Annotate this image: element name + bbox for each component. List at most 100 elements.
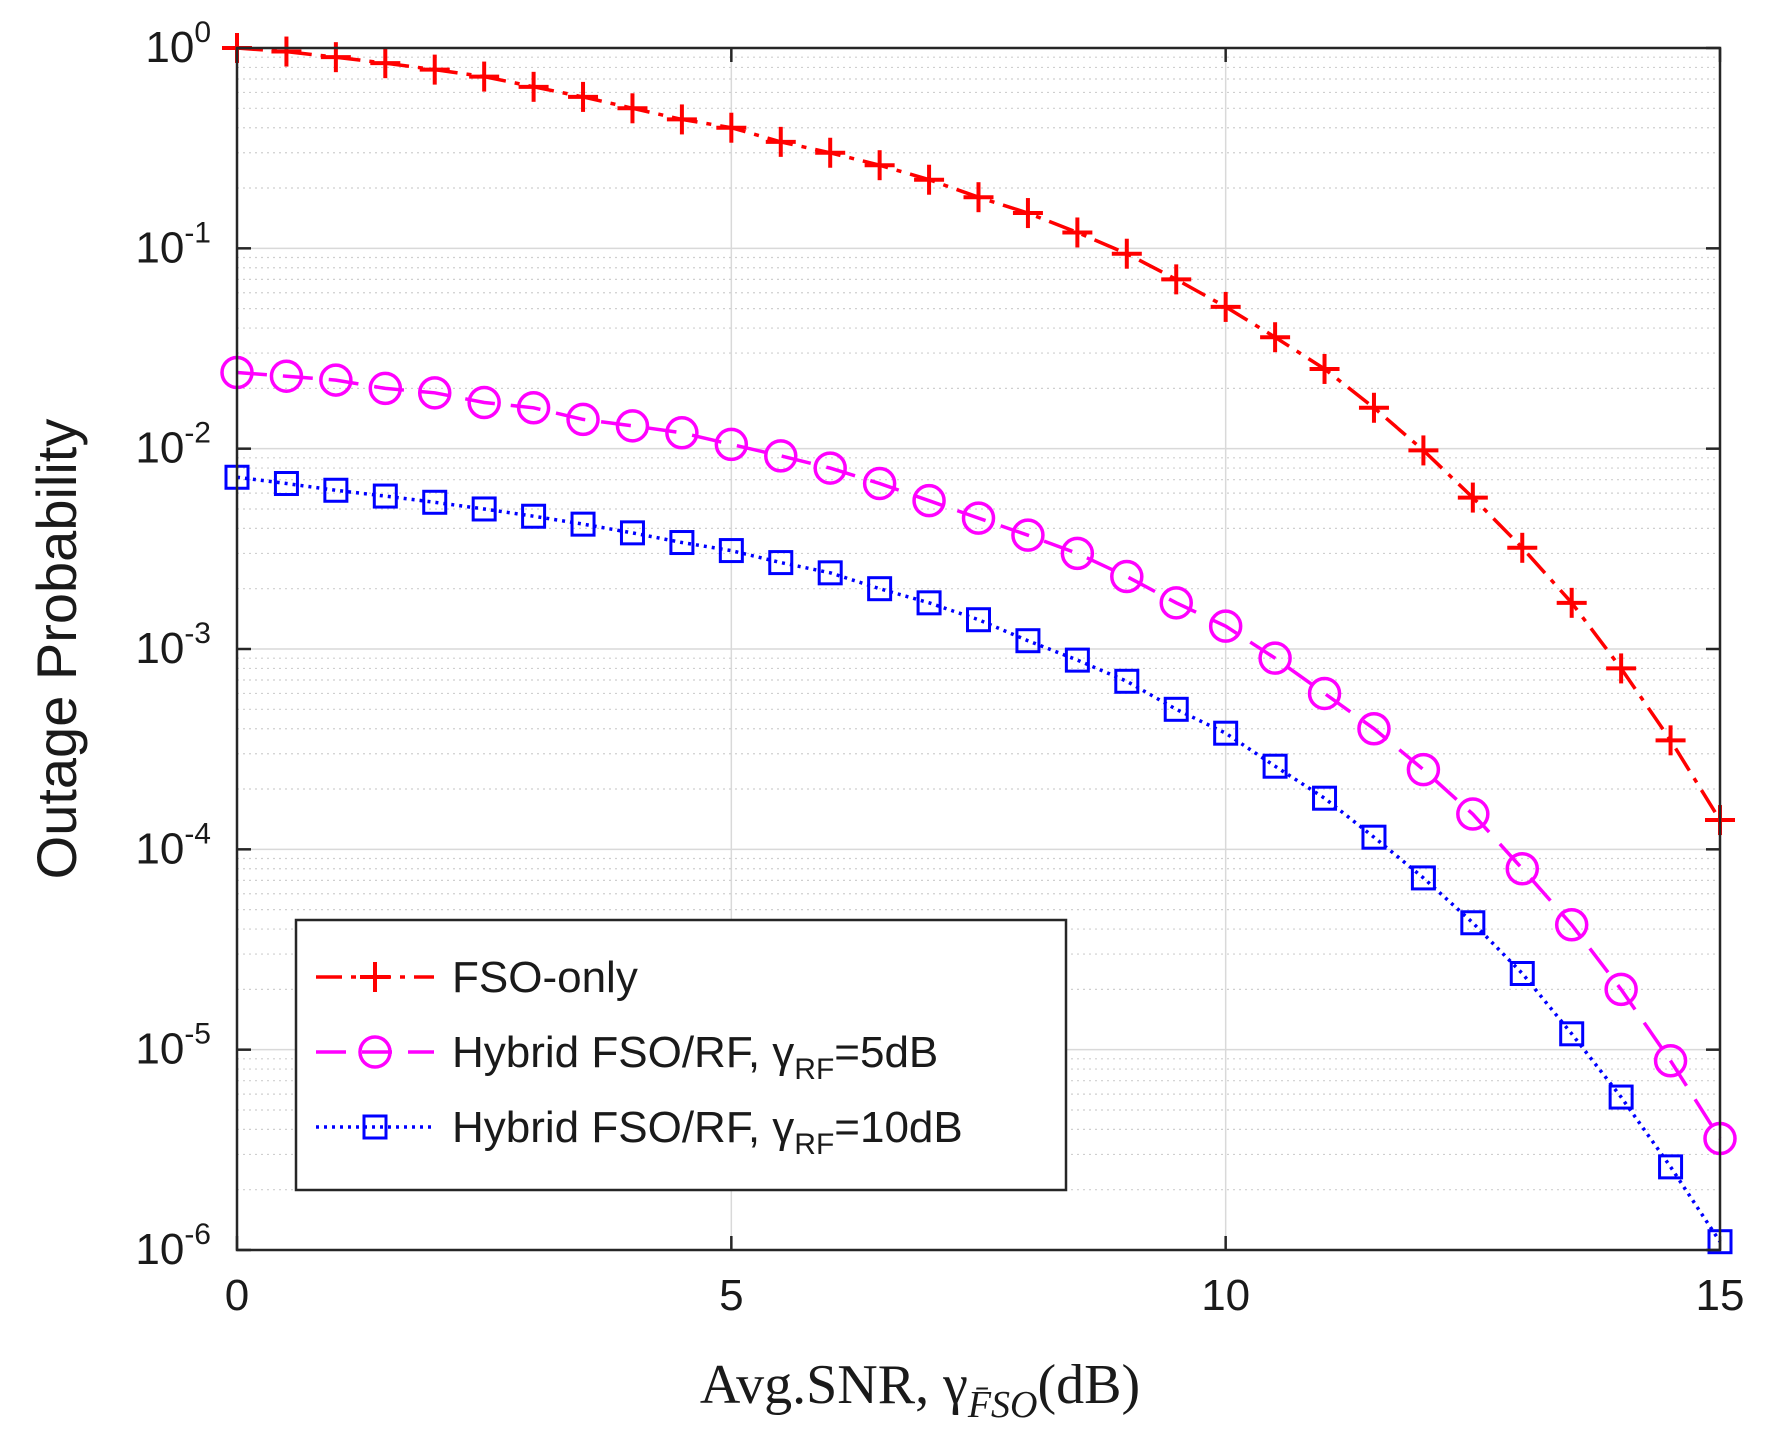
- data-point-s2-5: [471, 496, 497, 522]
- data-point-s1-27: [1554, 908, 1589, 942]
- data-point-s1-17: [1060, 536, 1095, 571]
- data-point-s1-24: [1406, 752, 1441, 787]
- data-point-s1-1: [269, 359, 304, 393]
- y-tick-label-5: 10-1: [135, 216, 211, 272]
- data-point-s0-25: [1457, 482, 1488, 513]
- y-tick-label-4: 10-2: [135, 417, 211, 473]
- data-point-s1-25: [1456, 797, 1490, 831]
- data-point-s0-26: [1507, 532, 1538, 563]
- data-point-s0-12: [815, 137, 846, 168]
- data-point-s2-19: [1163, 696, 1189, 722]
- data-point-s1-9: [665, 416, 699, 450]
- series-line-1: [236, 370, 1722, 1140]
- data-point-s1-10: [714, 427, 749, 462]
- data-point-s0-28: [1606, 653, 1637, 684]
- data-point-s2-20: [1213, 720, 1239, 746]
- legend-marker-0: [360, 962, 390, 992]
- data-point-s0-19: [1161, 264, 1192, 295]
- data-point-s2-29: [1658, 1154, 1684, 1180]
- data-point-s2-17: [1064, 647, 1090, 673]
- data-point-s1-29: [1653, 1044, 1688, 1078]
- data-point-s0-21: [1260, 322, 1291, 353]
- data-point-s1-19: [1159, 586, 1193, 620]
- data-point-s2-6: [521, 503, 547, 529]
- x-axis-label-subscript: F̄SO: [967, 1384, 1038, 1426]
- series-2: [224, 464, 1733, 1255]
- data-point-s0-27: [1556, 587, 1587, 618]
- data-point-s1-26: [1505, 851, 1540, 886]
- x-tick-label-0: 0: [225, 1271, 249, 1320]
- y-tick-label-2: 10-4: [135, 817, 211, 873]
- x-axis-label: Avg.SNR, γF̄SO(dB): [700, 1354, 1140, 1426]
- data-point-s1-3: [368, 371, 403, 406]
- legend-label-main: Hybrid FSO/RF, γ: [452, 1103, 794, 1152]
- data-point-s0-9: [666, 104, 697, 135]
- y-tick-label-base: 10: [135, 1025, 184, 1074]
- data-point-s0-10: [716, 112, 747, 143]
- data-point-s0-15: [963, 182, 994, 213]
- data-point-s2-25: [1460, 910, 1486, 936]
- legend-label-main: Hybrid FSO/RF, γ: [452, 1028, 794, 1077]
- x-tick-label-2: 10: [1201, 1271, 1250, 1320]
- y-tick-label-exponent: -5: [184, 1018, 211, 1051]
- legend-label-0: FSO-only: [452, 953, 638, 1002]
- data-point-s2-7: [570, 511, 596, 537]
- data-point-s0-4: [419, 54, 450, 85]
- legend-label-tail: =10dB: [834, 1103, 962, 1152]
- y-tick-label-exponent: -6: [184, 1218, 211, 1251]
- legend-box: [294, 918, 1068, 1192]
- data-point-s1-22: [1307, 676, 1342, 711]
- data-point-s0-1: [271, 36, 302, 67]
- data-point-s1-13: [862, 466, 897, 501]
- y-tick-label-base: 10: [135, 1225, 184, 1274]
- y-axis-label: Outage Probability: [25, 419, 88, 880]
- data-point-s2-27: [1559, 1021, 1585, 1047]
- data-point-s1-14: [912, 483, 946, 518]
- data-point-s0-8: [617, 93, 648, 124]
- data-point-s0-17: [1062, 217, 1093, 248]
- legend-label-1: Hybrid FSO/RF, γRF=5dB: [452, 1028, 938, 1086]
- data-point-s1-18: [1110, 559, 1144, 594]
- data-point-s1-2: [319, 363, 353, 397]
- y-tick-label-base: 10: [135, 824, 184, 873]
- data-point-s2-26: [1509, 960, 1535, 986]
- series-0: [222, 33, 1735, 836]
- data-point-s2-1: [273, 471, 299, 497]
- data-point-s2-14: [916, 590, 942, 616]
- y-tick-label-exponent: 0: [194, 16, 211, 49]
- y-tick-label-base: 10: [135, 223, 184, 272]
- data-point-s0-18: [1111, 238, 1142, 269]
- series-line-2: [236, 475, 1722, 1243]
- y-tick-label-exponent: -4: [184, 817, 211, 850]
- data-point-s1-11: [764, 439, 798, 473]
- data-point-s0-16: [1012, 198, 1043, 229]
- y-tick-label-0: 10-6: [135, 1218, 211, 1274]
- data-point-s1-6: [516, 391, 551, 425]
- legend-label-subscript: RF: [794, 1053, 834, 1086]
- data-point-s1-21: [1258, 641, 1292, 675]
- data-point-s1-20: [1208, 609, 1243, 643]
- x-axis-label-unit: (dB): [1037, 1354, 1140, 1416]
- data-point-s0-22: [1309, 353, 1340, 384]
- data-point-s1-5: [467, 385, 501, 420]
- data-point-s2-21: [1262, 753, 1288, 779]
- x-tick-label-3: 15: [1696, 1271, 1745, 1320]
- y-tick-label-6: 100: [145, 16, 211, 72]
- y-tick-label-3: 10-3: [135, 617, 211, 673]
- data-point-s1-12: [813, 451, 847, 485]
- data-point-s2-16: [1015, 628, 1041, 654]
- data-point-s1-7: [566, 402, 600, 437]
- y-tick-label-1: 10-5: [135, 1018, 211, 1074]
- data-point-s2-18: [1114, 668, 1140, 694]
- data-point-s1-4: [417, 376, 452, 410]
- legend-label-2: Hybrid FSO/RF, γRF=10dB: [452, 1103, 963, 1161]
- data-point-s2-10: [718, 538, 744, 564]
- data-point-s2-24: [1410, 865, 1436, 891]
- y-tick-label-exponent: -2: [184, 417, 211, 450]
- legend-marker-1: [358, 1035, 392, 1069]
- legend-label-tail: =5dB: [834, 1028, 938, 1077]
- data-point-s1-23: [1357, 711, 1391, 746]
- x-axis-label-main: Avg.SNR, γ: [700, 1354, 968, 1416]
